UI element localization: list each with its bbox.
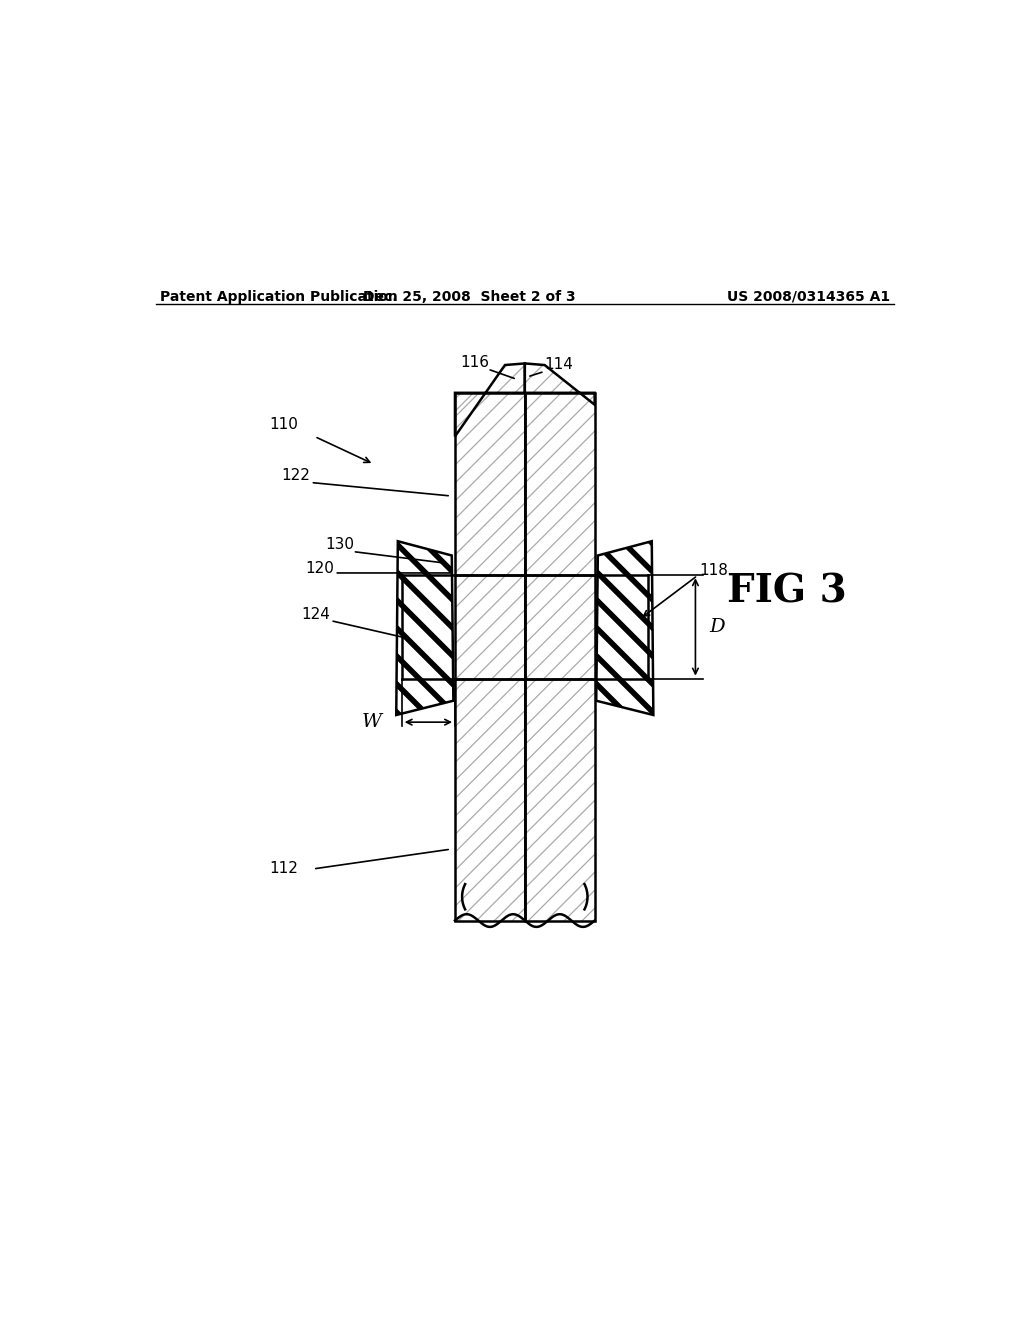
Polygon shape: [524, 576, 595, 678]
Text: Patent Application Publication: Patent Application Publication: [160, 290, 397, 304]
Text: 116: 116: [460, 355, 489, 370]
Text: 112: 112: [269, 861, 299, 876]
Text: US 2008/0314365 A1: US 2008/0314365 A1: [727, 290, 890, 304]
Text: Dec. 25, 2008  Sheet 2 of 3: Dec. 25, 2008 Sheet 2 of 3: [362, 290, 575, 304]
Text: 114: 114: [545, 356, 573, 372]
Polygon shape: [524, 363, 595, 405]
Text: 120: 120: [305, 561, 334, 576]
Text: 122: 122: [282, 469, 310, 483]
Text: D: D: [710, 618, 725, 636]
Polygon shape: [455, 678, 524, 920]
Polygon shape: [524, 393, 595, 576]
Text: 110: 110: [269, 417, 299, 432]
Polygon shape: [524, 678, 595, 920]
Text: 124: 124: [301, 607, 331, 622]
Polygon shape: [396, 541, 454, 715]
Polygon shape: [455, 576, 524, 678]
Text: 130: 130: [326, 537, 354, 552]
Text: W: W: [361, 713, 382, 731]
Polygon shape: [596, 541, 653, 715]
Polygon shape: [455, 393, 524, 576]
Text: FIG 3: FIG 3: [727, 572, 847, 610]
Text: 118: 118: [699, 564, 728, 578]
Polygon shape: [455, 363, 524, 437]
